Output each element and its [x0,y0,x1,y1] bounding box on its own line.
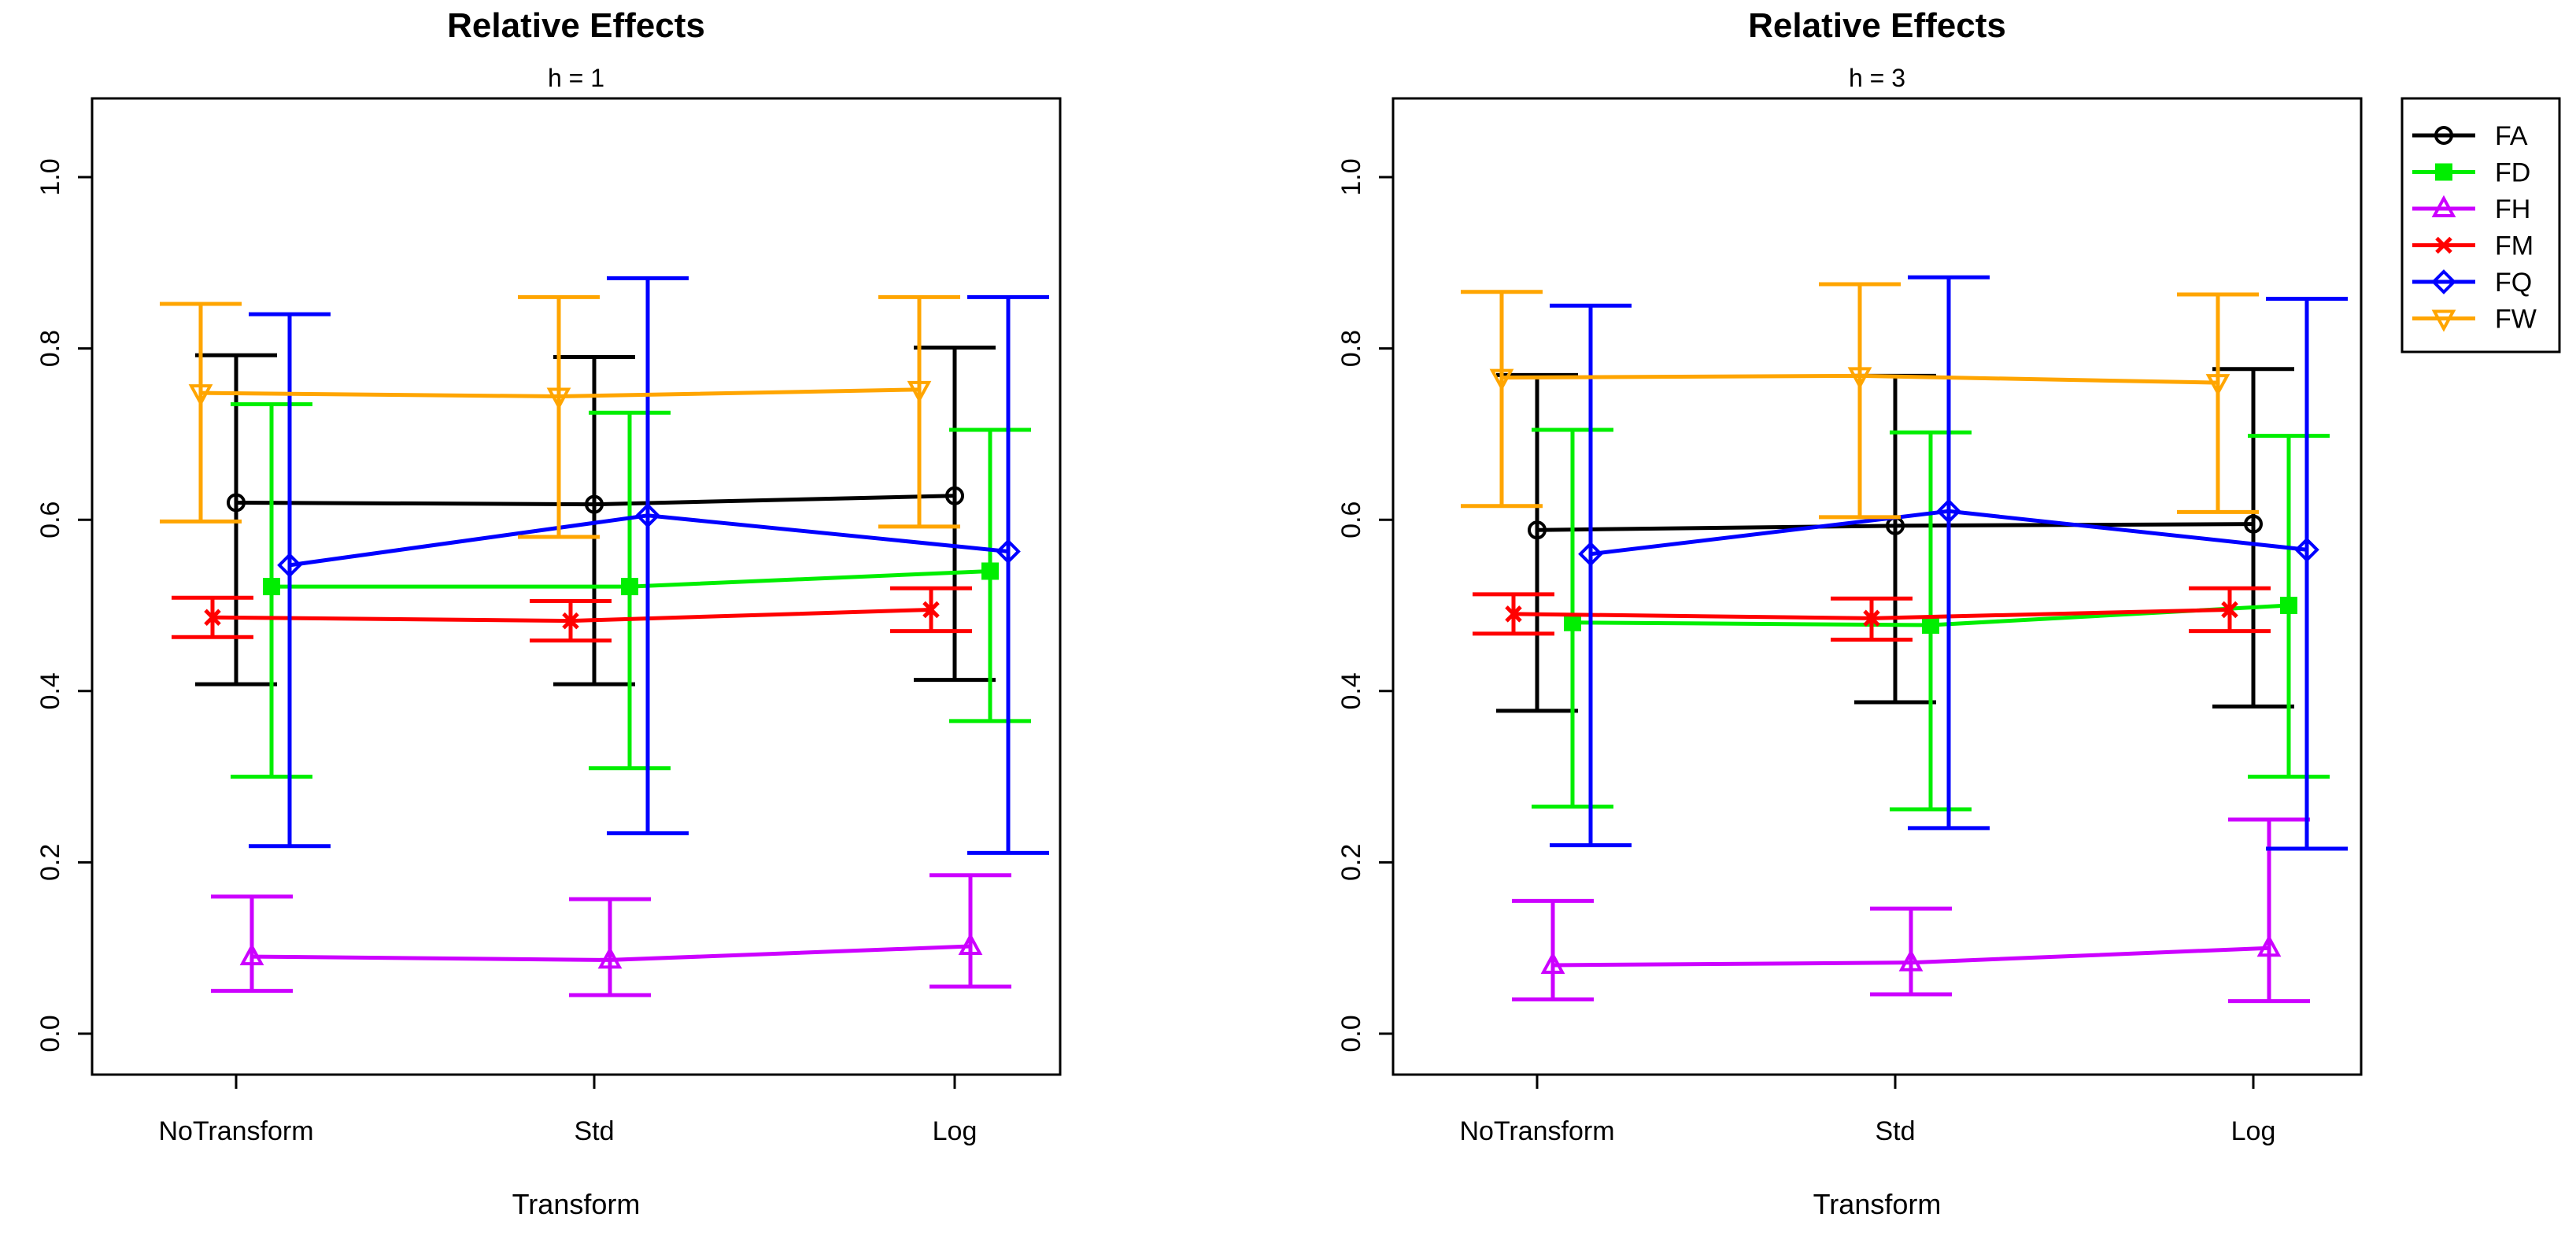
data-point [1863,609,1880,627]
legend-entry-FQ: FQ [2412,268,2532,298]
x-tick-label: Std [574,1116,614,1146]
series-FH [211,873,1011,997]
series-FW [1461,282,2259,520]
series-FM [1473,586,2271,642]
legend-marker [2435,163,2452,181]
legend-label: FQ [2495,268,2532,298]
data-point [263,578,280,596]
chart-subtitle: h = 1 [548,64,604,92]
data-point [1528,520,1547,540]
legend-label: FM [2495,231,2533,261]
series-FQ [1550,275,2348,851]
y-tick-label: 0.4 [35,672,65,709]
y-tick-label: 0.0 [1336,1015,1366,1052]
legend-label: FD [2495,158,2530,188]
chart-title: Relative Effects [1748,6,2006,45]
legend-label: FW [2495,305,2537,335]
data-point [2221,601,2238,619]
x-tick-label: Std [1875,1116,1915,1146]
data-point [585,494,604,514]
x-axis-label: Transform [1813,1188,1942,1220]
legend: FA FD FH FM FQ FW [2400,97,2561,353]
data-point [1922,616,1939,635]
data-point [227,493,246,513]
plot-frame [91,97,1062,1076]
legend-entry-FH: FH [2412,194,2530,224]
data-point [1489,368,1514,391]
data-point [277,553,302,578]
data-point [188,384,213,407]
legend-marker [2431,194,2456,217]
data-point [2294,537,2319,563]
data-point [1540,951,1565,974]
data-point [1564,613,1581,631]
series-FA [1496,367,2294,713]
y-tick-label: 0.2 [35,844,65,881]
data-point [907,380,932,404]
data-point [562,612,579,630]
y-tick-label: 0.6 [1336,501,1366,538]
legend-box [2400,97,2561,353]
y-tick-label: 0.4 [1336,672,1366,709]
data-point [2280,597,2297,614]
y-tick-label: 0.8 [35,330,65,367]
x-tick-label: Log [2231,1116,2276,1146]
legend-marker [2431,269,2456,294]
data-point [981,562,999,580]
data-point [945,486,964,505]
data-point [546,387,571,410]
legend-label: FA [2495,121,2528,151]
legend-entry-FA: FA [2412,121,2528,151]
data-point [635,502,660,528]
data-point [922,601,940,619]
legend-label: FH [2495,194,2530,224]
legend-entry-FD: FD [2412,158,2530,188]
legend-marker [2434,126,2453,145]
data-point [2205,374,2230,397]
data-point [239,942,264,966]
series-FQ [249,276,1049,855]
x-tick-label: NoTransform [1459,1116,1614,1146]
series-FA [195,346,996,686]
data-point [597,946,623,969]
y-tick-label: 1.0 [35,158,65,195]
chart-panel-2: Relative Effects h = 3 0.0 0.2 0.4 0.6 0.8 1.0 N… [1336,6,2363,1220]
data-point [1898,949,1924,971]
data-point [1505,605,1522,623]
series-FH [1512,817,2310,1004]
data-point [2244,514,2263,534]
data-point [1936,498,1961,524]
data-point [2256,934,2282,957]
series-FM [172,586,972,643]
plot-frame [1391,97,2363,1076]
y-tick-label: 0.8 [1336,330,1366,367]
y-tick-label: 0.0 [35,1015,65,1052]
data-point [621,578,638,596]
data-point [204,609,221,626]
x-tick-label: NoTransform [158,1116,313,1146]
legend-entry-FW: FW [2412,305,2537,335]
data-point [1847,367,1872,390]
data-point [958,932,983,956]
legend-entry-FM: FM [2412,231,2533,261]
x-axis-label: Transform [512,1188,641,1220]
series-FD [1532,427,2330,812]
y-tick-label: 0.6 [35,501,65,538]
chart-subtitle: h = 3 [1849,64,1905,92]
series-FW [160,294,960,539]
x-tick-label: Log [933,1116,978,1146]
y-tick-label: 1.0 [1336,158,1366,195]
data-point [1578,541,1603,567]
chart-panel-1: Relative Effects h = 1 0.0 0.2 0.4 0.6 0.8 1.0 N… [35,6,1062,1220]
series-FD [231,402,1031,779]
y-tick-label: 0.2 [1336,844,1366,881]
legend-marker [2431,309,2456,332]
chart-title: Relative Effects [447,6,705,45]
data-point [996,538,1021,564]
legend-marker [2435,236,2452,254]
